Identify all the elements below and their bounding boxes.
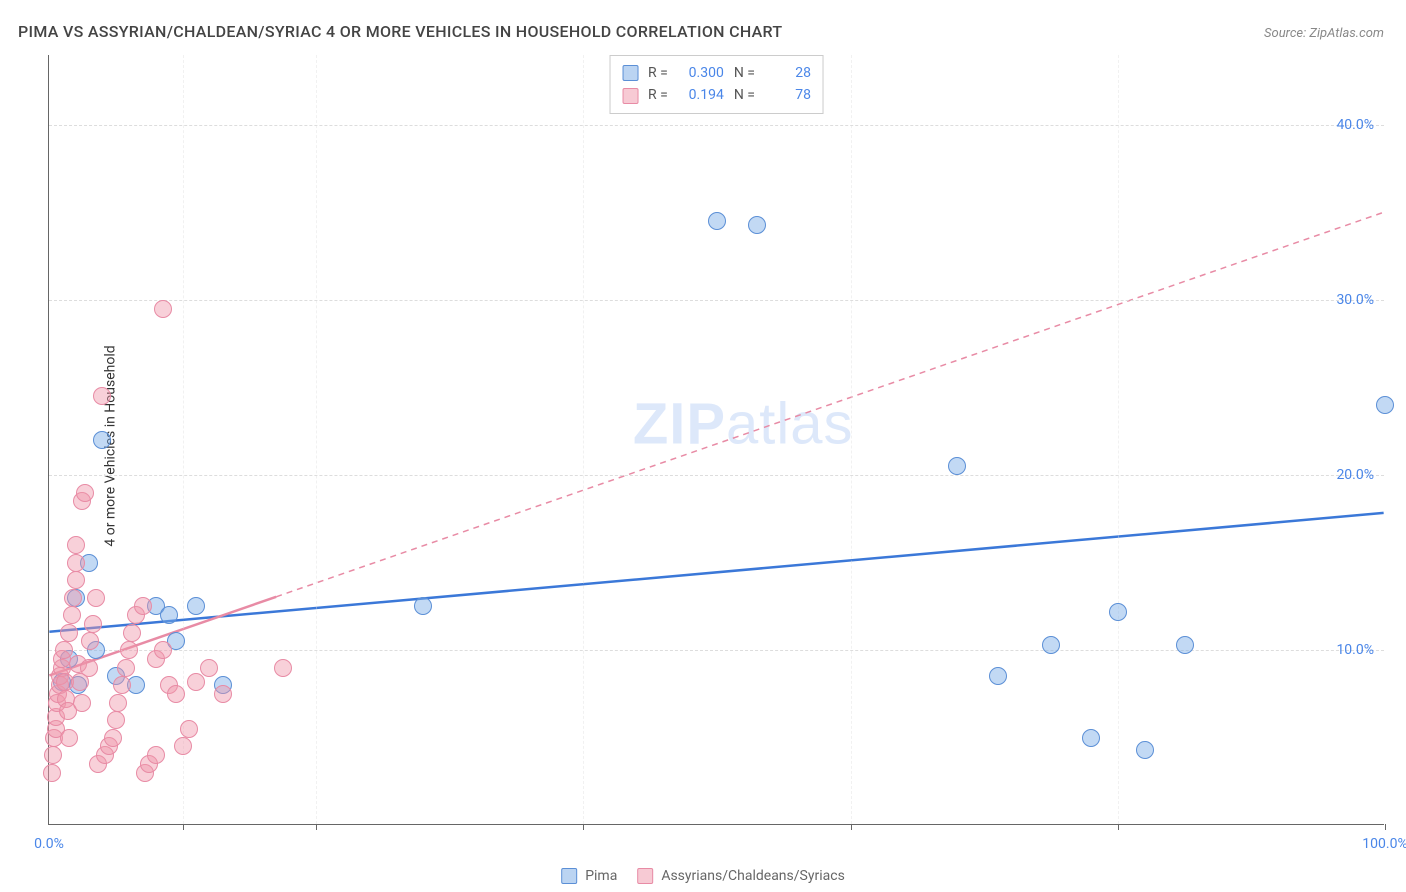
x-tick	[316, 824, 317, 830]
data-point	[67, 554, 85, 572]
data-point	[63, 606, 81, 624]
legend-label: Pima	[585, 868, 617, 884]
swatch-blue-icon	[561, 868, 577, 884]
data-point	[60, 729, 78, 747]
data-point	[274, 659, 292, 677]
x-tick	[851, 824, 852, 830]
gridline-v	[1118, 55, 1119, 824]
data-point	[1136, 741, 1154, 759]
data-point	[64, 589, 82, 607]
data-point	[84, 615, 102, 633]
data-point	[80, 659, 98, 677]
data-point	[134, 597, 152, 615]
data-point	[44, 746, 62, 764]
data-point	[113, 676, 131, 694]
data-point	[1376, 396, 1394, 414]
swatch-blue-icon	[622, 65, 638, 81]
data-point	[1082, 729, 1100, 747]
data-point	[154, 641, 172, 659]
data-point	[117, 659, 135, 677]
data-point	[414, 597, 432, 615]
data-point	[708, 212, 726, 230]
x-tick	[1118, 824, 1119, 830]
data-point	[748, 216, 766, 234]
data-point	[187, 673, 205, 691]
data-point	[180, 720, 198, 738]
data-point	[147, 746, 165, 764]
data-point	[93, 387, 111, 405]
chart-title: PIMA VS ASSYRIAN/CHALDEAN/SYRIAC 4 OR MO…	[18, 22, 782, 41]
legend-item-pima: Pima	[561, 868, 617, 884]
gridline-h	[49, 475, 1384, 476]
stats-row-pima: R = 0.300 N = 28	[622, 62, 811, 84]
data-point	[73, 694, 91, 712]
data-point	[60, 624, 78, 642]
series-legend: Pima Assyrians/Chaldeans/Syriacs	[561, 868, 845, 884]
plot-area: ZIPatlas R = 0.300 N = 28 R = 0.194 N = …	[48, 55, 1384, 825]
data-point	[1109, 603, 1127, 621]
y-tick-label: 10.0%	[1336, 642, 1374, 658]
data-point	[104, 729, 122, 747]
data-point	[55, 641, 73, 659]
data-point	[76, 484, 94, 502]
data-point	[174, 737, 192, 755]
source-attribution: Source: ZipAtlas.com	[1264, 26, 1384, 41]
x-tick	[1385, 824, 1386, 830]
gridline-h	[49, 300, 1384, 301]
watermark: ZIPatlas	[633, 391, 854, 458]
data-point	[67, 571, 85, 589]
data-point	[1176, 636, 1194, 654]
data-point	[187, 597, 205, 615]
x-tick-label: 0.0%	[34, 836, 64, 852]
data-point	[109, 694, 127, 712]
data-point	[214, 685, 232, 703]
data-point	[81, 632, 99, 650]
gridline-v	[183, 55, 184, 824]
legend-item-assyrian: Assyrians/Chaldeans/Syriacs	[637, 868, 844, 884]
y-tick-label: 20.0%	[1336, 467, 1374, 483]
stats-row-assyrian: R = 0.194 N = 78	[622, 84, 811, 106]
data-point	[123, 624, 141, 642]
x-tick-label: 100.0%	[1362, 836, 1406, 852]
x-tick	[583, 824, 584, 830]
x-tick	[183, 824, 184, 830]
chart-container: PIMA VS ASSYRIAN/CHALDEAN/SYRIAC 4 OR MO…	[0, 0, 1406, 892]
data-point	[167, 685, 185, 703]
y-tick-label: 30.0%	[1336, 292, 1374, 308]
data-point	[107, 711, 125, 729]
data-point	[160, 606, 178, 624]
data-point	[67, 536, 85, 554]
trend-lines	[49, 55, 1384, 824]
data-point	[200, 659, 218, 677]
gridline-h	[49, 125, 1384, 126]
data-point	[989, 667, 1007, 685]
gridline-v	[583, 55, 584, 824]
data-point	[948, 457, 966, 475]
data-point	[120, 641, 138, 659]
swatch-pink-icon	[622, 88, 638, 104]
data-point	[1042, 636, 1060, 654]
data-point	[154, 300, 172, 318]
y-tick-label: 40.0%	[1336, 117, 1374, 133]
data-point	[87, 589, 105, 607]
stats-legend: R = 0.300 N = 28 R = 0.194 N = 78	[609, 55, 824, 114]
swatch-pink-icon	[637, 868, 653, 884]
data-point	[43, 764, 61, 782]
gridline-v	[851, 55, 852, 824]
gridline-v	[316, 55, 317, 824]
data-point	[93, 431, 111, 449]
legend-label: Assyrians/Chaldeans/Syriacs	[661, 868, 844, 884]
